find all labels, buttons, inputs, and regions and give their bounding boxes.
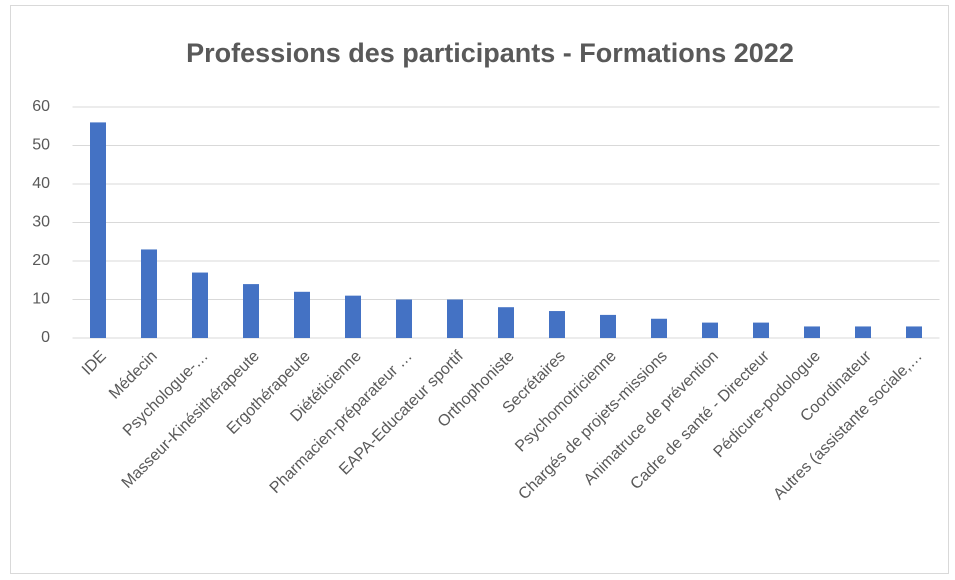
chart-frame [10,5,949,574]
y-tick-label: 20 [32,252,50,269]
bar [651,318,667,338]
bar [804,326,820,338]
bar [447,299,463,338]
bar [600,314,616,338]
y-tick-label: 50 [32,137,50,154]
y-tick-label: 0 [41,329,50,346]
y-tick-label: 40 [32,175,50,192]
y-tick-label: 10 [32,291,50,308]
chart-title: Professions des participants - Formation… [186,38,794,68]
bar [243,284,259,338]
bar [90,122,106,339]
bar [498,307,514,338]
bar [702,322,718,338]
bar [192,272,208,338]
bar [141,249,157,338]
y-tick-label: 30 [32,214,50,231]
bar [906,326,922,338]
bar [396,299,412,338]
bar [855,326,871,338]
bar [345,295,361,338]
bar [753,322,769,338]
bar [549,311,565,338]
bar [294,291,310,338]
y-tick-label: 60 [32,98,50,115]
